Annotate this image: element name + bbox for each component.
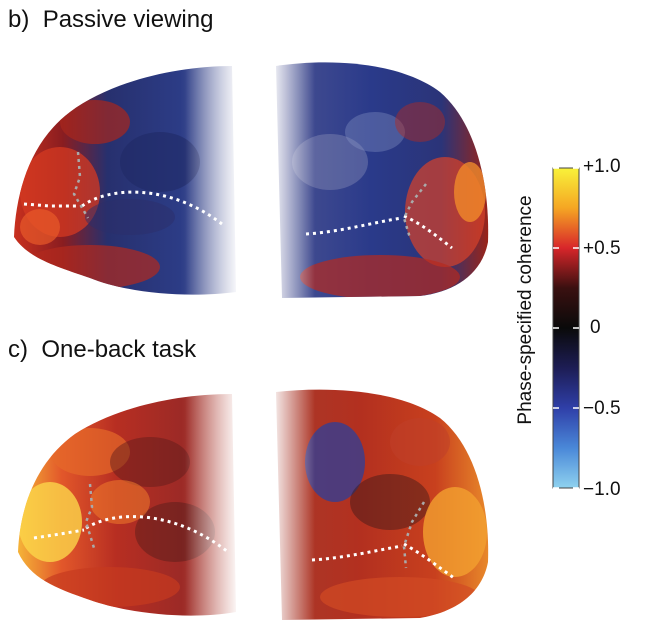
passive-viewing-brain-maps bbox=[14, 62, 489, 302]
colorbar-tick-plus-1: +1.0 bbox=[583, 156, 621, 177]
colorbar-tick-minus-0-5: −0.5 bbox=[583, 398, 621, 419]
colorbar-title-text: Phase-specified coherence bbox=[515, 195, 536, 425]
left-hemisphere-c bbox=[18, 390, 240, 622]
panel-b-letter: b) bbox=[8, 6, 30, 33]
one-back-task-brain-maps bbox=[18, 389, 489, 622]
left-hemisphere-b bbox=[14, 62, 240, 302]
panel-c-name: One-back task bbox=[41, 336, 197, 363]
colorbar bbox=[552, 167, 580, 489]
colorbar-tick-minus-1: −1.0 bbox=[583, 479, 621, 500]
panel-b-title: b) Passive viewing bbox=[8, 6, 213, 34]
panel-c-title: c) One-back task bbox=[8, 336, 196, 364]
right-hemisphere-c bbox=[270, 389, 489, 622]
colorbar-tick-plus-0-5: +0.5 bbox=[583, 238, 621, 259]
panel-b-name: Passive viewing bbox=[42, 6, 214, 33]
panel-c-letter: c) bbox=[8, 336, 28, 363]
colorbar-tick-zero: 0 bbox=[590, 317, 601, 338]
right-hemisphere-b bbox=[270, 62, 489, 302]
